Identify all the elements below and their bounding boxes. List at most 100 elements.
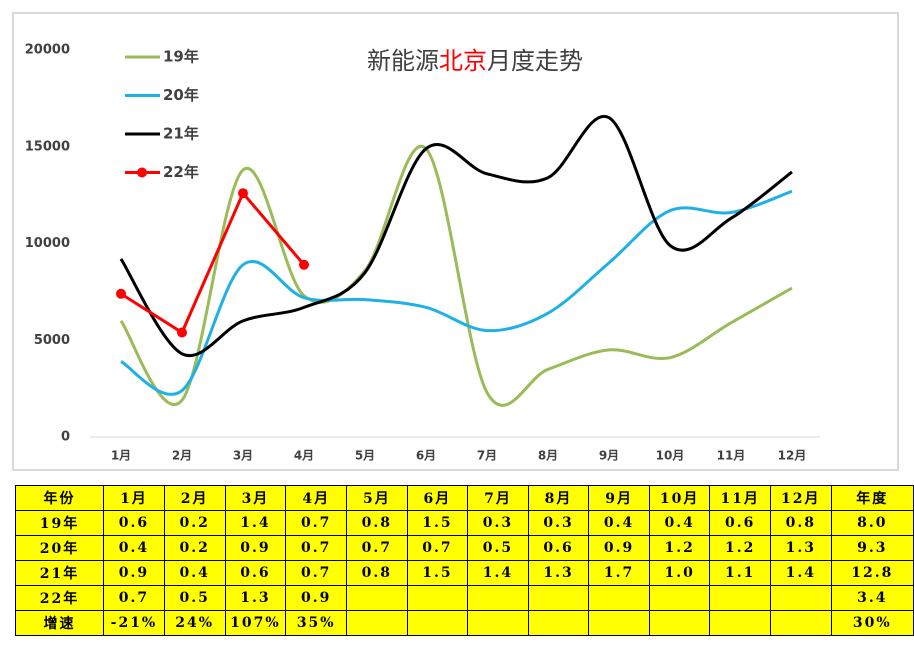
table-cell: 7月 xyxy=(467,485,529,511)
table-cell xyxy=(527,585,590,611)
table-cell: 20年 xyxy=(14,535,105,561)
table-cell: 0.7 xyxy=(103,585,165,611)
table-cell: 0.7 xyxy=(285,560,348,586)
legend-marker xyxy=(137,167,147,178)
table-cell: 1.4 xyxy=(769,560,832,586)
table-cell xyxy=(527,610,590,636)
table-cell: 8月 xyxy=(527,485,590,511)
x-tick-label: 7月 xyxy=(477,449,497,463)
y-tick-label: 5000 xyxy=(34,333,70,348)
table-cell xyxy=(709,585,771,611)
table-cell: 增速 xyxy=(14,610,105,636)
table-cell: 0.9 xyxy=(103,560,165,586)
x-tick-label: 3月 xyxy=(233,449,253,463)
legend-label: 21年 xyxy=(163,125,199,143)
table-cell: 0.2 xyxy=(163,510,226,536)
table-cell: 21年 xyxy=(14,560,105,586)
table-cell: 0.4 xyxy=(648,510,711,536)
x-tick-label: 12月 xyxy=(778,449,807,463)
series-marker xyxy=(299,259,309,270)
chart: 新能源北京月度走势 0 5000 10000 15000 20000 1月 2月 3月 4月 5月… xyxy=(12,12,899,471)
table-cell: 0.3 xyxy=(527,510,590,536)
table-cell: 30% xyxy=(830,610,914,636)
y-tick-label: 15000 xyxy=(25,139,70,154)
table-cell: 107% xyxy=(224,610,287,636)
table-cell: 0.8 xyxy=(346,510,408,536)
table-cell: 1.0 xyxy=(648,560,711,586)
table-cell: 1.2 xyxy=(709,535,771,561)
table-cell: 2月 xyxy=(163,485,226,511)
table-cell: 0.7 xyxy=(346,535,408,561)
y-tick-label: 10000 xyxy=(25,236,70,251)
series-line xyxy=(120,190,306,335)
chart-title: 新能源北京月度走势 xyxy=(367,47,583,75)
table-cell xyxy=(588,610,650,636)
legend-label: 19年 xyxy=(163,48,199,66)
table-cell: 12.8 xyxy=(830,560,914,586)
legend-label: 20年 xyxy=(163,86,199,104)
table-cell: 1.2 xyxy=(648,535,711,561)
table-cell xyxy=(467,585,529,611)
y-tick-label: 0 xyxy=(61,430,70,445)
table-cell: 0.3 xyxy=(467,510,529,536)
table-row: 19年 0.6 0.2 1.4 0.7 0.8 1.5 0.3 0.3 0.4 0.4 0.6 0.8 8… xyxy=(14,510,914,536)
table-cell xyxy=(588,585,650,611)
x-tick-label: 6月 xyxy=(416,449,436,463)
table-cell: 9.3 xyxy=(830,535,914,561)
table-cell: 1.4 xyxy=(467,560,529,586)
table-cell xyxy=(346,585,408,611)
table-cell: 1.5 xyxy=(406,560,469,586)
title-part: 北京 xyxy=(439,47,487,75)
table-cell: 0.2 xyxy=(163,535,226,561)
table-cell: 0.5 xyxy=(163,585,226,611)
table-cell xyxy=(769,610,832,636)
table-cell xyxy=(406,610,469,636)
x-tick-label: 9月 xyxy=(599,449,619,463)
table-cell: 年度 xyxy=(830,485,914,511)
table-cell: 24% xyxy=(163,610,226,636)
y-tick-label: 20000 xyxy=(25,43,70,58)
x-tick-label: 2月 xyxy=(172,449,192,463)
table-cell: 10月 xyxy=(648,485,711,511)
table-cell: 0.5 xyxy=(467,535,529,561)
table-cell: 0.9 xyxy=(588,535,650,561)
table-cell: 0.8 xyxy=(346,560,408,586)
table-cell: 11月 xyxy=(709,485,771,511)
table-cell: 0.4 xyxy=(588,510,650,536)
series-marker xyxy=(238,188,248,199)
table-cell: 0.6 xyxy=(527,535,590,561)
series-line xyxy=(120,189,793,396)
table-cell: 0.6 xyxy=(103,510,165,536)
table-cell: 6月 xyxy=(406,485,469,511)
table-cell: 年份 xyxy=(14,485,105,511)
title-part: 月度走势 xyxy=(487,47,583,75)
table-cell: 0.9 xyxy=(285,585,348,611)
table-cell: 8.0 xyxy=(830,510,914,536)
x-tick-label: 10月 xyxy=(656,449,685,463)
table-row: 年份 1月 2月 3月 4月 5月 6月 7月 8月 9月 10月 11月 12月 年度 xyxy=(14,485,914,511)
table-cell: 12月 xyxy=(769,485,832,511)
table-cell: 0.8 xyxy=(769,510,832,536)
x-tick-label: 5月 xyxy=(355,449,375,463)
table-row: 21年 0.9 0.4 0.6 0.7 0.8 1.5 1.4 1.3 1.7 1.0 1.1 1.4 1… xyxy=(14,560,914,586)
legend-label: 22年 xyxy=(163,163,199,181)
table-cell: 0.7 xyxy=(285,535,348,561)
table-cell xyxy=(346,610,408,636)
series-marker xyxy=(177,327,187,338)
table-cell xyxy=(467,610,529,636)
series-line xyxy=(119,114,793,358)
table-cell: 1.3 xyxy=(527,560,590,586)
table-cell: 1月 xyxy=(103,485,165,511)
series-marker xyxy=(116,288,126,299)
table-cell: 3月 xyxy=(224,485,287,511)
table-cell: 22年 xyxy=(14,585,105,611)
table-cell xyxy=(406,585,469,611)
table-cell: 5月 xyxy=(346,485,408,511)
table-cell: 1.4 xyxy=(224,510,287,536)
data-table: 年份 1月 2月 3月 4月 5月 6月 7月 8月 9月 10月 11月 12月 年度 19年 0.6 0.2… xyxy=(14,485,914,636)
table-cell: 0.4 xyxy=(103,535,165,561)
title-part: 新能源 xyxy=(367,47,439,75)
table-cell: 0.6 xyxy=(709,510,771,536)
table-cell: 1.5 xyxy=(406,510,469,536)
table-row: 22年 0.7 0.5 1.3 0.9 3.4 xyxy=(14,585,914,611)
